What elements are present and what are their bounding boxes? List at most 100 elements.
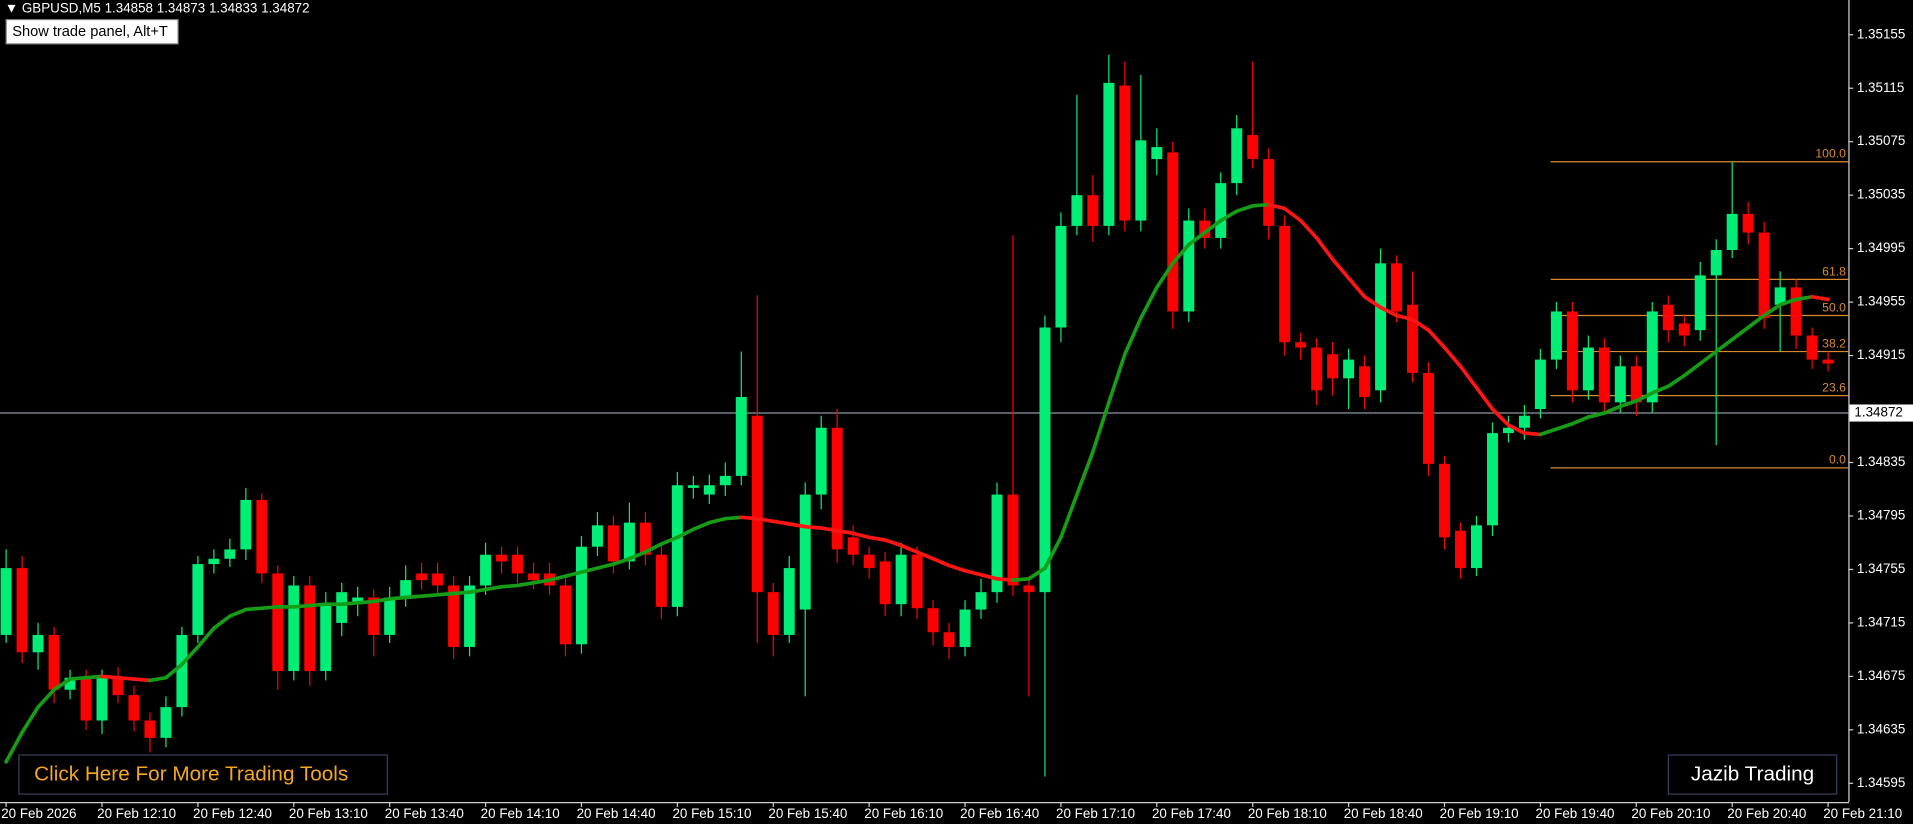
moving-average-segment bbox=[387, 595, 408, 601]
x-tick-label: 20 Feb 18:40 bbox=[1344, 806, 1423, 821]
candle-body bbox=[1470, 525, 1482, 569]
tooltip: Show trade panel, Alt+T bbox=[12, 24, 168, 40]
candle-body bbox=[1391, 263, 1403, 312]
candle-body bbox=[1486, 433, 1498, 526]
moving-average-segment bbox=[1698, 349, 1719, 366]
tools-button-label[interactable]: Click Here For More Trading Tools bbox=[34, 763, 348, 786]
candle-body bbox=[735, 397, 747, 476]
moving-average-segment bbox=[1570, 415, 1591, 426]
moving-average-segment bbox=[1218, 209, 1239, 223]
x-tick-label: 20 Feb 17:40 bbox=[1152, 806, 1231, 821]
candle-body bbox=[208, 558, 220, 565]
candle-body bbox=[256, 499, 268, 574]
y-tick-label: 1.34595 bbox=[1857, 775, 1905, 790]
fib-label: 0.0 bbox=[1829, 453, 1846, 467]
moving-average-segment bbox=[259, 605, 280, 611]
moving-average-segment bbox=[1746, 313, 1766, 330]
candle-body bbox=[1614, 366, 1626, 403]
y-tick-label: 1.35155 bbox=[1857, 26, 1905, 41]
moving-average-segment bbox=[1378, 305, 1399, 318]
moving-average-segment bbox=[883, 538, 903, 548]
header-price: 1.34873 bbox=[157, 0, 205, 15]
candle-body bbox=[1742, 213, 1754, 233]
candle-body bbox=[1630, 366, 1642, 403]
moving-average-segment bbox=[371, 597, 392, 604]
candle-body bbox=[288, 585, 300, 672]
candle-body bbox=[991, 494, 1003, 593]
candle-body bbox=[847, 537, 859, 555]
x-tick-label: 20 Feb 16:40 bbox=[960, 806, 1039, 821]
candle-body bbox=[1758, 232, 1770, 319]
moving-average-segment bbox=[1714, 337, 1735, 354]
candle-body bbox=[799, 494, 811, 610]
brand-button[interactable] bbox=[1667, 754, 1838, 795]
x-tick-label: 20 Feb 16:10 bbox=[864, 806, 943, 821]
moving-average-segment bbox=[1075, 449, 1095, 497]
moving-average-segment bbox=[419, 593, 440, 599]
candle-body bbox=[911, 554, 923, 609]
header-price: 1.34833 bbox=[209, 0, 257, 15]
candle-body bbox=[368, 597, 380, 635]
moving-average-segment bbox=[531, 578, 552, 585]
candle-body bbox=[0, 568, 12, 635]
candle-body bbox=[464, 585, 476, 647]
moving-average-segment bbox=[691, 520, 712, 532]
moving-average-segment bbox=[1522, 431, 1543, 437]
candle-body bbox=[1550, 311, 1562, 360]
moving-average-segment bbox=[915, 550, 935, 561]
moving-average-segment bbox=[1458, 364, 1479, 390]
moving-average-segment bbox=[1250, 202, 1271, 208]
y-tick-label: 1.35035 bbox=[1857, 187, 1905, 202]
x-tick-label: 20 Feb 13:40 bbox=[385, 806, 464, 821]
moving-average-segment bbox=[291, 603, 312, 609]
chart-header: ▼ GBPUSD,M5 1.34858 1.34873 1.34833 1.34… bbox=[5, 0, 310, 15]
x-tick-label: 20 Feb 20:10 bbox=[1631, 806, 1710, 821]
candle-body bbox=[1167, 152, 1179, 312]
candle-body bbox=[1199, 220, 1211, 238]
moving-average-segment bbox=[1490, 407, 1511, 427]
candle-body bbox=[272, 573, 284, 672]
candle-body bbox=[1774, 287, 1786, 305]
y-tick-label: 1.34795 bbox=[1857, 508, 1905, 523]
moving-average-segment bbox=[1554, 421, 1575, 431]
candle-body bbox=[575, 546, 587, 645]
moving-average-segment bbox=[68, 675, 88, 681]
moving-average-segment bbox=[995, 576, 1015, 582]
moving-average-segment bbox=[755, 516, 776, 524]
tools-button[interactable] bbox=[18, 754, 388, 795]
candle-body bbox=[1327, 354, 1339, 379]
moving-average-segment bbox=[819, 526, 840, 533]
candle-body bbox=[1582, 347, 1594, 391]
candle-body bbox=[1806, 335, 1818, 360]
moving-average-segment bbox=[1730, 325, 1751, 342]
candle-body bbox=[639, 522, 651, 555]
y-tick-label: 1.34755 bbox=[1857, 561, 1905, 576]
moving-average-segment bbox=[1314, 236, 1335, 262]
candle-body bbox=[240, 499, 252, 550]
moving-average-segment bbox=[1091, 400, 1111, 454]
moving-average-segment bbox=[931, 556, 951, 568]
moving-average-segment bbox=[483, 584, 504, 592]
candle-body bbox=[48, 634, 60, 690]
moving-average-segment bbox=[1394, 313, 1415, 322]
brand-button-label[interactable]: Jazib Trading bbox=[1691, 763, 1814, 786]
x-tick-label: 20 Feb 15:10 bbox=[672, 806, 751, 821]
candle-body bbox=[1119, 85, 1131, 221]
candle-body bbox=[32, 634, 44, 653]
moving-average-segment bbox=[164, 662, 184, 680]
candle-body bbox=[671, 485, 683, 607]
moving-average-segment bbox=[611, 556, 632, 566]
moving-average-segment bbox=[1810, 294, 1830, 302]
x-tick-label: 20 Feb 12:40 bbox=[193, 806, 272, 821]
moving-average-segment bbox=[771, 519, 792, 526]
menu-triangle[interactable]: ▼ bbox=[5, 0, 18, 15]
x-tick-label: 20 Feb 15:40 bbox=[768, 806, 847, 821]
candle-body bbox=[687, 485, 699, 488]
candle-body bbox=[1359, 366, 1371, 398]
moving-average-segment bbox=[180, 645, 200, 667]
symbol: GBPUSD,M5 bbox=[22, 0, 101, 15]
moving-average-segment bbox=[116, 675, 136, 681]
x-tick-label: 20 Feb 14:10 bbox=[481, 806, 560, 821]
moving-average-segment bbox=[1506, 423, 1527, 435]
candle-body bbox=[1295, 342, 1307, 348]
